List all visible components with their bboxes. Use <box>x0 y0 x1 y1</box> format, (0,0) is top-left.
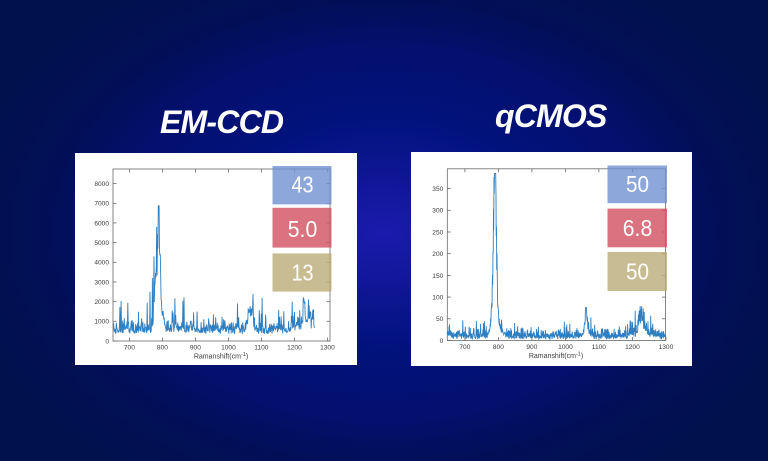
svg-text:800: 800 <box>493 344 504 351</box>
svg-text:700: 700 <box>459 344 470 351</box>
svg-text:1200: 1200 <box>287 345 302 352</box>
svg-text:8000: 8000 <box>94 181 109 188</box>
svg-text:4000: 4000 <box>94 260 109 267</box>
svg-text:700: 700 <box>124 345 135 352</box>
svg-text:200: 200 <box>432 251 443 258</box>
svg-text:0: 0 <box>105 338 109 345</box>
svg-text:6000: 6000 <box>94 220 109 227</box>
svg-text:1300: 1300 <box>659 344 674 351</box>
svg-text:900: 900 <box>526 344 537 351</box>
svg-text:1000: 1000 <box>558 344 573 351</box>
svg-text:1000: 1000 <box>94 319 109 326</box>
svg-text:50: 50 <box>436 316 444 323</box>
svg-text:300: 300 <box>432 208 443 215</box>
svg-text:6.8: 6.8 <box>623 215 653 241</box>
svg-text:3000: 3000 <box>94 279 109 286</box>
svg-text:5000: 5000 <box>94 240 109 247</box>
svg-text:350: 350 <box>432 186 443 193</box>
svg-text:5.0: 5.0 <box>288 216 318 242</box>
svg-text:50: 50 <box>626 259 649 285</box>
svg-text:13: 13 <box>292 259 314 285</box>
svg-text:900: 900 <box>190 345 201 352</box>
svg-text:150: 150 <box>432 273 443 280</box>
svg-text:100: 100 <box>432 295 443 302</box>
svg-text:2000: 2000 <box>94 299 109 306</box>
svg-text:7000: 7000 <box>94 201 109 208</box>
svg-text:50: 50 <box>626 171 649 197</box>
svg-text:Ramanshift(cm-1): Ramanshift(cm-1) <box>529 352 583 361</box>
svg-text:1000: 1000 <box>221 345 236 352</box>
svg-text:1300: 1300 <box>320 345 335 352</box>
svg-text:800: 800 <box>157 345 168 352</box>
svg-text:250: 250 <box>432 229 443 236</box>
svg-text:43: 43 <box>292 172 314 198</box>
svg-text:0: 0 <box>440 338 444 345</box>
svg-text:1100: 1100 <box>254 345 269 352</box>
svg-text:1200: 1200 <box>625 344 640 351</box>
svg-text:1100: 1100 <box>592 344 607 351</box>
svg-text:Ramanshift(cm-1): Ramanshift(cm-1) <box>194 352 248 361</box>
